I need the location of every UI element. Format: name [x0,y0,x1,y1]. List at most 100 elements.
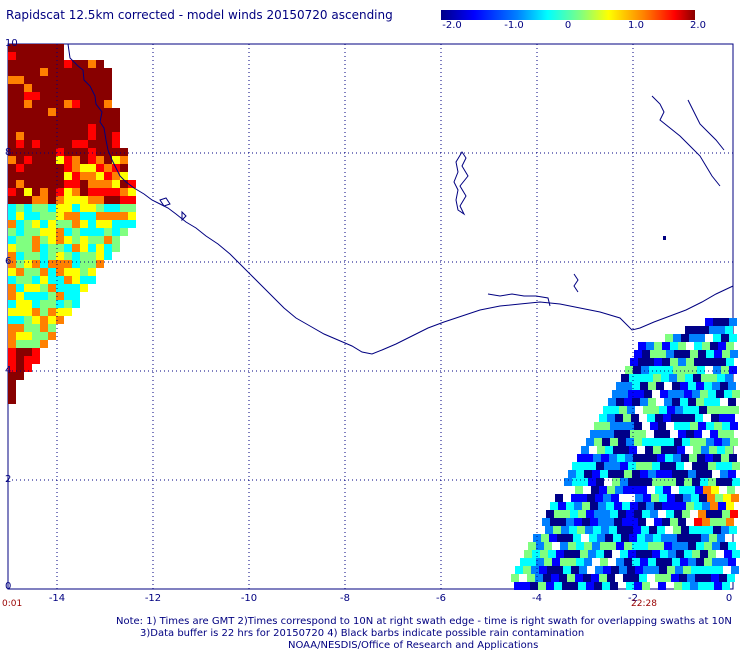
wind-cell [40,148,48,156]
footer-note-line2: 3)Data buffer is 22 hrs for 20150720 4) … [140,628,585,639]
wind-cell [88,132,96,140]
wind-cell [542,518,550,526]
wind-cell [612,478,620,486]
wind-cell [104,132,112,140]
wind-cell [40,244,48,252]
wind-cell [16,148,24,156]
wind-cell [567,574,575,582]
wind-cell [16,172,24,180]
wind-cell [688,398,696,406]
wind-cell [664,558,672,566]
wind-cell [727,574,735,582]
wind-cell [680,398,688,406]
wind-cell [653,446,661,454]
wind-cell [673,366,681,374]
wind-cell [40,116,48,124]
wind-cell [64,132,72,140]
lat-tick: 6 [5,256,12,267]
wind-cell [56,92,64,100]
wind-cell [88,196,96,204]
wind-cell [536,558,544,566]
wind-cell [649,454,657,462]
wind-cell [64,180,72,188]
wind-cell [8,220,16,228]
wind-cell [24,164,32,172]
wind-cell [597,534,605,542]
wind-cell [671,574,679,582]
wind-cell [626,438,634,446]
wind-cell [639,574,647,582]
wind-cell [631,574,639,582]
wind-cell [727,414,735,422]
wind-cell [730,510,738,518]
wind-cell [723,494,731,502]
wind-cell [64,220,72,228]
wind-cell [40,52,48,60]
wind-cell [730,438,738,446]
wind-cell [40,220,48,228]
wind-cell [687,574,695,582]
wind-cell [40,268,48,276]
wind-cell [640,398,648,406]
wind-cell [96,252,104,260]
wind-cell [729,454,737,462]
wind-cell [642,438,650,446]
wind-cell [112,124,120,132]
wind-cell [120,164,128,172]
wind-cell [24,156,32,164]
wind-cell [48,156,56,164]
wind-cell [631,486,639,494]
wind-cell [698,350,706,358]
wind-cell [72,76,80,84]
wind-cell [593,526,601,534]
wind-cell [112,116,120,124]
wind-cell [667,494,675,502]
wind-cell [697,526,705,534]
wind-cell [96,92,104,100]
wind-cell [621,446,629,454]
wind-cell [120,172,128,180]
wind-cell [32,260,40,268]
wind-cell [661,446,669,454]
wind-cell [16,236,24,244]
wind-cell [682,582,690,590]
wind-cell [56,132,64,140]
wind-cell [120,204,128,212]
wind-cell [32,196,40,204]
wind-cell [16,340,24,348]
wind-cell [650,422,658,430]
wind-cell [48,244,56,252]
wind-cell [32,324,40,332]
wind-cell [72,220,80,228]
wind-cell [8,244,16,252]
wind-cell [691,406,699,414]
wind-cell [530,582,538,590]
wind-cell [80,268,88,276]
wind-cell [48,228,56,236]
wind-cell [104,212,112,220]
wind-cell [566,502,574,510]
wind-cell [633,366,641,374]
wind-cell [40,76,48,84]
wind-cell [684,478,692,486]
wind-cell [658,422,666,430]
wind-cell [72,68,80,76]
wind-cell [564,478,572,486]
wind-cell [713,318,721,326]
wind-cell [626,582,634,590]
wind-cell [48,44,56,52]
wind-cell [648,398,656,406]
wind-cell [64,92,72,100]
wind-cell [40,188,48,196]
wind-cell [40,228,48,236]
wind-cell [543,574,551,582]
wind-cell [554,582,562,590]
wind-cell [64,124,72,132]
wind-cell [88,108,96,116]
wind-cell [24,76,32,84]
wind-cell [16,212,24,220]
wind-cell [112,204,120,212]
wind-cell [511,574,519,582]
wind-cell [696,382,704,390]
wind-cell [665,334,673,342]
